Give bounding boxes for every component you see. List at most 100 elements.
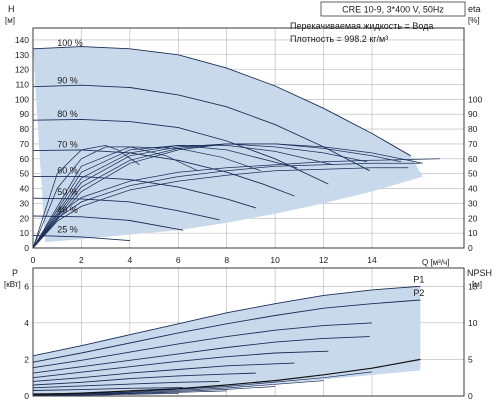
power-tick-label: 2 [24, 354, 29, 364]
npsh-axis-ticks: 0 5 10 15 [468, 281, 478, 400]
npsh-axis-label: NPSH [467, 268, 492, 278]
head-tick-label: 110 [15, 79, 29, 89]
power-curve [32, 372, 256, 386]
flow-tick-label: 14 [367, 255, 377, 265]
eta-tick-label: 10 [468, 228, 478, 238]
header-box [320, 1, 466, 17]
eta-tick-label: 30 [468, 198, 478, 208]
eta-tick-label: 60 [468, 154, 478, 164]
head-chart-frame [32, 27, 465, 249]
head-tick-label: 90 [20, 109, 30, 119]
efficiency-axis-ticks: 0 10 20 30 40 50 60 70 80 90 100 [468, 94, 482, 253]
flow-tick-label: 0 [31, 255, 36, 265]
npsh-tick-label: 5 [468, 354, 473, 364]
speed-curve [32, 234, 130, 242]
speed-curves [32, 46, 411, 242]
power-curve [32, 322, 373, 369]
npsh-curve [32, 390, 227, 396]
eta-tick-label: 80 [468, 124, 478, 134]
head-tick-label: 100 [15, 94, 29, 104]
flow-tick-label: 10 [270, 255, 280, 265]
head-axis-unit: [м] [5, 16, 15, 25]
speed-curve-label: 50 % [57, 187, 78, 197]
power-curve [32, 336, 370, 374]
eta-tick-label: 70 [468, 139, 478, 149]
power-axis-label: P [12, 268, 18, 278]
speed-curve [32, 46, 411, 157]
speed-curve [32, 197, 220, 221]
power-curve [32, 387, 184, 391]
npsh-curves [32, 358, 421, 396]
head-tick-label: 140 [15, 35, 29, 45]
speed-curve-label: 70 % [57, 140, 78, 150]
speed-curve-label: 60 % [57, 166, 78, 176]
flow-tick-label: 2 [79, 255, 84, 265]
power-axis-unit: [кВт] [4, 280, 21, 289]
power-curve [32, 380, 220, 389]
head-tick-label: 30 [20, 198, 30, 208]
eta-tick-label: 20 [468, 213, 478, 223]
power-tick-label: 0 [24, 391, 29, 400]
pump-model-label: CRE 10-9, 3*400 V, 50Hz [342, 5, 444, 15]
eta-tick-label: 40 [468, 184, 478, 194]
power-curve [32, 299, 421, 363]
npsh-curve [32, 380, 324, 396]
flow-axis-ticks: 0 2 4 6 8 10 12 14 [31, 255, 377, 265]
speed-curve [32, 84, 370, 172]
liquid-label: Перекачиваемая жидкость = Вода [290, 21, 433, 31]
efficiency-curve [32, 162, 421, 249]
flow-tick-label: 12 [319, 255, 329, 265]
eta-axis-label: eta [468, 4, 481, 14]
speed-curve-label: 40 % [57, 205, 78, 215]
head-tick-label: 20 [20, 213, 30, 223]
power-curve [32, 285, 421, 357]
flow-axis-label: Q [м³/ч] [422, 258, 449, 267]
speed-curve-label: 25 % [57, 224, 78, 234]
eta-axis-unit: [%] [468, 16, 480, 25]
density-label: Плотность = 998.2 кг/м³ [290, 34, 388, 44]
flow-tick-label: 8 [224, 255, 229, 265]
head-tick-label: 60 [20, 154, 30, 164]
efficiency-curve [32, 146, 261, 249]
eta-tick-label: 90 [468, 109, 478, 119]
eta-tick-label: 50 [468, 169, 478, 179]
npsh-curve [32, 393, 179, 396]
head-axis-ticks: 0 10 20 30 40 50 60 70 80 90 100 110 120 130 140 [15, 35, 29, 253]
speed-curve [32, 118, 329, 185]
npsh-tick-label: 0 [468, 391, 473, 400]
npsh-axis-unit: [м] [472, 280, 482, 289]
speed-curve [32, 149, 295, 197]
speed-curve-label: 80 % [57, 109, 78, 119]
head-tick-label: 10 [20, 228, 30, 238]
speed-curve [33, 176, 256, 209]
head-tick-label: 130 [15, 50, 29, 60]
npsh-curve [32, 371, 373, 396]
power-curve [32, 350, 329, 379]
flow-tick-label: 4 [127, 255, 132, 265]
power-curves [32, 285, 421, 395]
power-range-area [33, 286, 421, 396]
speed-curve [32, 215, 184, 231]
flow-tick-label: 6 [176, 255, 181, 265]
speed-curve-label: 90 % [57, 76, 78, 86]
power-chart-frame [32, 267, 465, 397]
head-tick-label: 80 [20, 124, 30, 134]
power-tick-label: 4 [24, 318, 29, 328]
head-tick-label: 70 [20, 139, 30, 149]
speed-curve-label: 100 % [57, 38, 83, 48]
efficiency-curve [32, 158, 440, 249]
npsh-tick-label: 10 [468, 318, 478, 328]
eta-tick-label: 0 [468, 243, 473, 253]
npsh-tick-label: 15 [468, 281, 478, 291]
efficiency-curves [32, 143, 440, 249]
power-axis-ticks: 0 2 4 6 [24, 281, 29, 400]
npsh-curve [32, 358, 421, 396]
efficiency-curve [32, 167, 409, 249]
head-tick-label: 0 [24, 243, 29, 253]
power-tick-label: 6 [24, 281, 29, 291]
power-curve [32, 362, 295, 382]
head-tick-label: 40 [20, 184, 30, 194]
head-axis-label: H [8, 4, 15, 14]
